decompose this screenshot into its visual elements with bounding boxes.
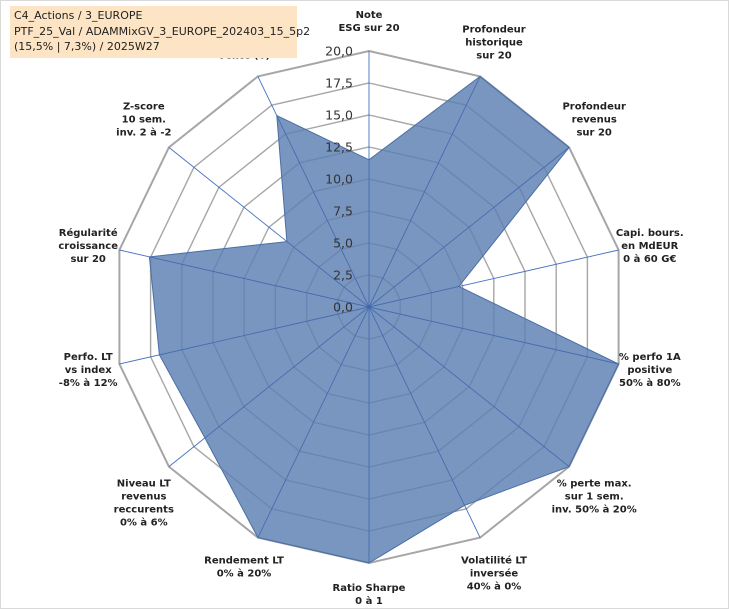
portfolio-info-box: C4_Actions / 3_EUROPE PTF_25_Val / ADAMM… [10, 6, 311, 58]
axis-label: Note ESG sur 20 [338, 10, 399, 34]
tick-label: 15,0 [325, 108, 353, 123]
series-spoke [159, 306, 370, 356]
series-spoke [368, 306, 619, 365]
series-spoke [368, 76, 481, 308]
axis-label: Capi. bours. en MdEUR 0 à 60 G€ [616, 228, 684, 265]
axis-label: Volatilité LT inversée 40% à 0% [461, 555, 527, 593]
series-spoke [368, 286, 459, 308]
tick-label: 0,0 [333, 300, 353, 315]
axis-label: Régularité croissance sur 20 [58, 227, 118, 265]
series-spoke [368, 306, 570, 467]
series-spoke [368, 147, 570, 308]
series-area [148, 75, 620, 564]
tick-label: 17,5 [325, 76, 353, 91]
axis-label: Z-score 10 sem. inv. 2 à -2 [116, 102, 171, 139]
axis-label: Profondeur historique sur 20 [462, 25, 526, 62]
info-line-1: C4_Actions / 3_EUROPE [14, 9, 143, 22]
axis-label: Profondeur revenus sur 20 [562, 102, 626, 139]
info-line-2: PTF_25_Val / ADAMMixGV_3_EUROPE_202403_1… [14, 24, 311, 38]
axis-label: Rendement LT 0% à 20% [204, 556, 284, 580]
series-spoke [276, 115, 370, 308]
tick-label: 10,0 [325, 172, 353, 187]
series-spoke [204, 306, 370, 439]
radial-tick-labels: 0,0 2,5 5,0 7,5 10,0 12,5 15,0 17,5 20,0 [325, 44, 353, 315]
axis-label: Niveau LT revenus reccurents 0% à 6% [114, 478, 174, 528]
tick-label: 5,0 [333, 236, 353, 251]
series-spoke [149, 256, 370, 308]
axis-label: Perfo. LT vs index -8% à 12% [59, 352, 118, 389]
axis-label: % perte max. sur 1 sem. inv. 50% à 20% [552, 478, 637, 515]
series-spoke [368, 306, 465, 506]
series-spoke [286, 241, 370, 308]
radar-series [148, 75, 620, 564]
tick-label: 7,5 [333, 204, 353, 219]
tick-label: 20,0 [325, 44, 353, 59]
axis-label: Ratio Sharpe 0 à 1 [333, 583, 406, 607]
series-spoke [257, 306, 370, 538]
info-line-3: (15,5% | 7,3%) / 2025W27 [14, 40, 160, 53]
tick-label: 12,5 [325, 140, 353, 155]
tick-label: 2,5 [333, 268, 353, 283]
axis-label: % perfo 1A positive 50% à 80% [619, 352, 681, 389]
